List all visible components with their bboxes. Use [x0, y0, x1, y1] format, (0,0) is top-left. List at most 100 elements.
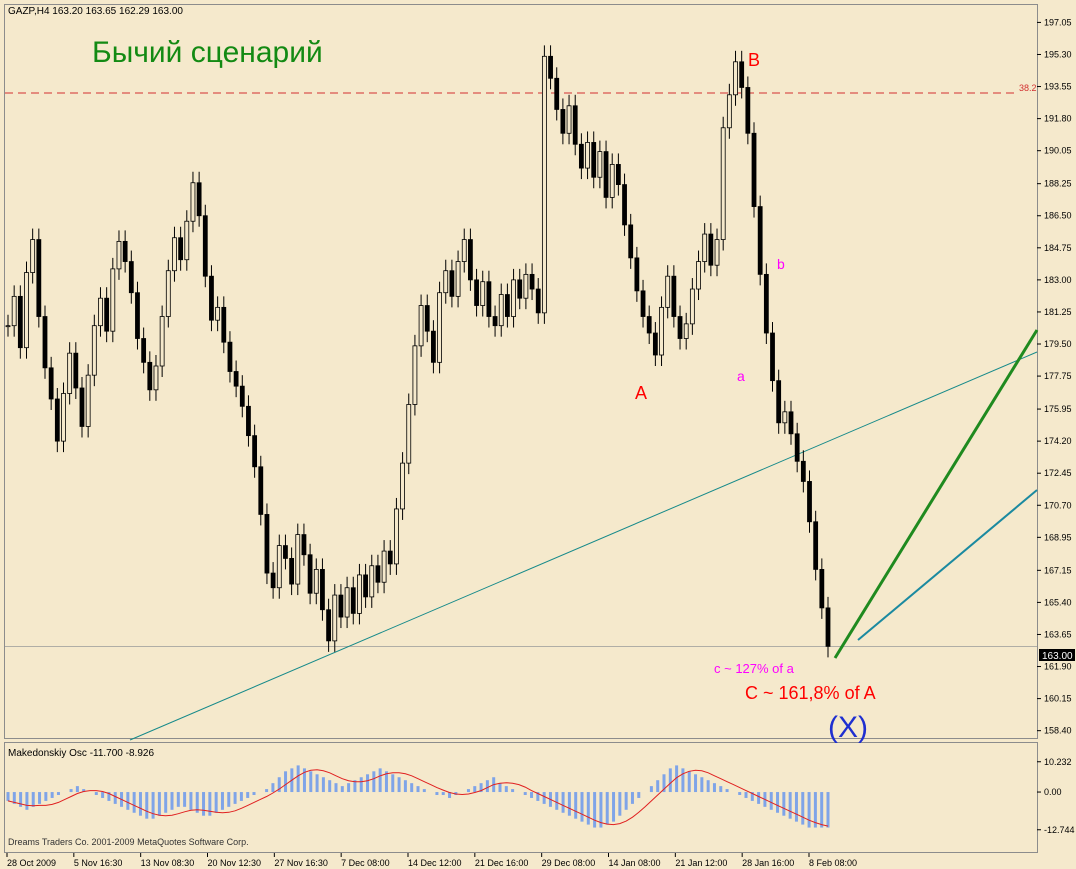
time-tick-label: 21 Dec 16:00	[475, 858, 529, 868]
candle-body	[548, 55, 553, 79]
candle-body	[677, 316, 683, 339]
time-tick-label: 29 Dec 08:00	[542, 858, 596, 868]
candle-body	[794, 433, 800, 462]
price-tick-label: 179.50	[1044, 339, 1072, 349]
candle-body	[5, 325, 11, 328]
candle-body	[350, 587, 356, 614]
candle-body	[307, 554, 313, 594]
candle-body	[603, 151, 609, 198]
candle-body	[320, 569, 325, 611]
price-tick-label: 158.40	[1044, 726, 1072, 736]
price-tick-label: 190.05	[1044, 146, 1072, 156]
candle-body	[819, 569, 825, 609]
candle-body	[357, 574, 362, 614]
candle-body	[498, 294, 504, 327]
price-tick-label: 177.75	[1044, 371, 1072, 381]
candle-body	[461, 239, 467, 262]
candle-body	[702, 233, 708, 262]
candle-body	[98, 297, 103, 327]
forecast-teal-line	[857, 489, 1038, 641]
candle-body	[511, 279, 516, 317]
candle-body	[11, 295, 17, 327]
candle-body	[165, 270, 171, 317]
oscillator-signal-line	[7, 769, 829, 827]
wave-label-B: B	[748, 50, 760, 70]
candle-body	[776, 380, 782, 424]
candle-body	[504, 294, 510, 317]
candle-body	[449, 270, 455, 297]
candle-body	[387, 550, 393, 565]
price-axis: 197.05 195.30 193.55 191.80 190.05 188.25 186.…	[1037, 17, 1072, 736]
candle-body	[807, 481, 812, 523]
candle-body	[184, 220, 190, 261]
candle-body	[671, 275, 677, 317]
price-tick-label: 181.25	[1044, 307, 1072, 317]
candle-body	[480, 281, 486, 306]
price-tick-label: 170.70	[1044, 500, 1072, 510]
candle-body	[566, 105, 572, 134]
candle-body	[745, 87, 751, 134]
candlestick-series	[5, 45, 831, 658]
current-price-box	[1039, 649, 1075, 661]
wave-label-a: a	[737, 368, 745, 384]
candle-body	[289, 558, 295, 585]
candle-body	[135, 292, 140, 339]
candle-body	[61, 393, 66, 442]
time-tick-label: 14 Dec 12:00	[408, 858, 462, 868]
time-tick-label: 28 Oct 2009	[7, 858, 56, 868]
time-tick-label: 14 Jan 08:00	[609, 858, 661, 868]
price-tick-label: 163.65	[1044, 629, 1072, 639]
candle-body	[381, 550, 387, 583]
candle-body	[270, 572, 276, 589]
candle-body	[301, 534, 307, 556]
candle-body	[295, 534, 301, 585]
candle-body	[652, 332, 658, 356]
candle-body	[363, 574, 368, 598]
candle-body	[733, 61, 738, 96]
candle-body	[227, 341, 233, 372]
candle-body	[67, 352, 73, 394]
candle-body	[770, 332, 775, 382]
candle-body	[726, 94, 732, 129]
main-plot-frame	[4, 4, 1038, 739]
price-tick-label: 175.95	[1044, 404, 1072, 414]
candle-body	[239, 385, 245, 407]
candle-body	[751, 132, 757, 207]
candle-body	[455, 261, 461, 297]
candle-body	[85, 374, 91, 427]
candle-body	[122, 240, 128, 262]
candle-body	[30, 239, 36, 273]
price-tick-label: 183.00	[1044, 275, 1072, 285]
candle-body	[412, 345, 418, 405]
wave-label-A: A	[635, 383, 647, 403]
time-tick-label: 8 Feb 08:00	[809, 858, 857, 868]
candle-body	[202, 215, 208, 277]
price-tick-label: 160.15	[1044, 694, 1072, 704]
candle-body	[585, 142, 590, 169]
osc-tick-label: 10.232	[1044, 757, 1072, 767]
fibonacci-level: 38.2	[5, 83, 1037, 647]
price-tick-label: 184.75	[1044, 243, 1072, 253]
candle-body	[825, 607, 831, 647]
candle-body	[554, 77, 560, 110]
candle-body	[54, 398, 60, 442]
candle-body	[757, 206, 763, 275]
candle-body	[763, 273, 769, 334]
candle-body	[196, 182, 202, 217]
candle-body	[252, 435, 258, 468]
candle-body	[283, 545, 288, 559]
candle-body	[572, 105, 578, 145]
price-tick-label: 168.95	[1044, 532, 1072, 542]
candle-body	[418, 305, 424, 347]
candle-body	[246, 405, 251, 437]
candle-body	[474, 279, 479, 306]
candle-body	[437, 292, 442, 363]
candle-body	[153, 365, 159, 391]
candle-body	[529, 273, 535, 290]
candle-body	[104, 297, 110, 332]
price-tick-label: 174.20	[1044, 436, 1072, 446]
wave-label-C: C ~ 161,8% of A	[745, 683, 876, 703]
candle-body	[720, 127, 726, 240]
